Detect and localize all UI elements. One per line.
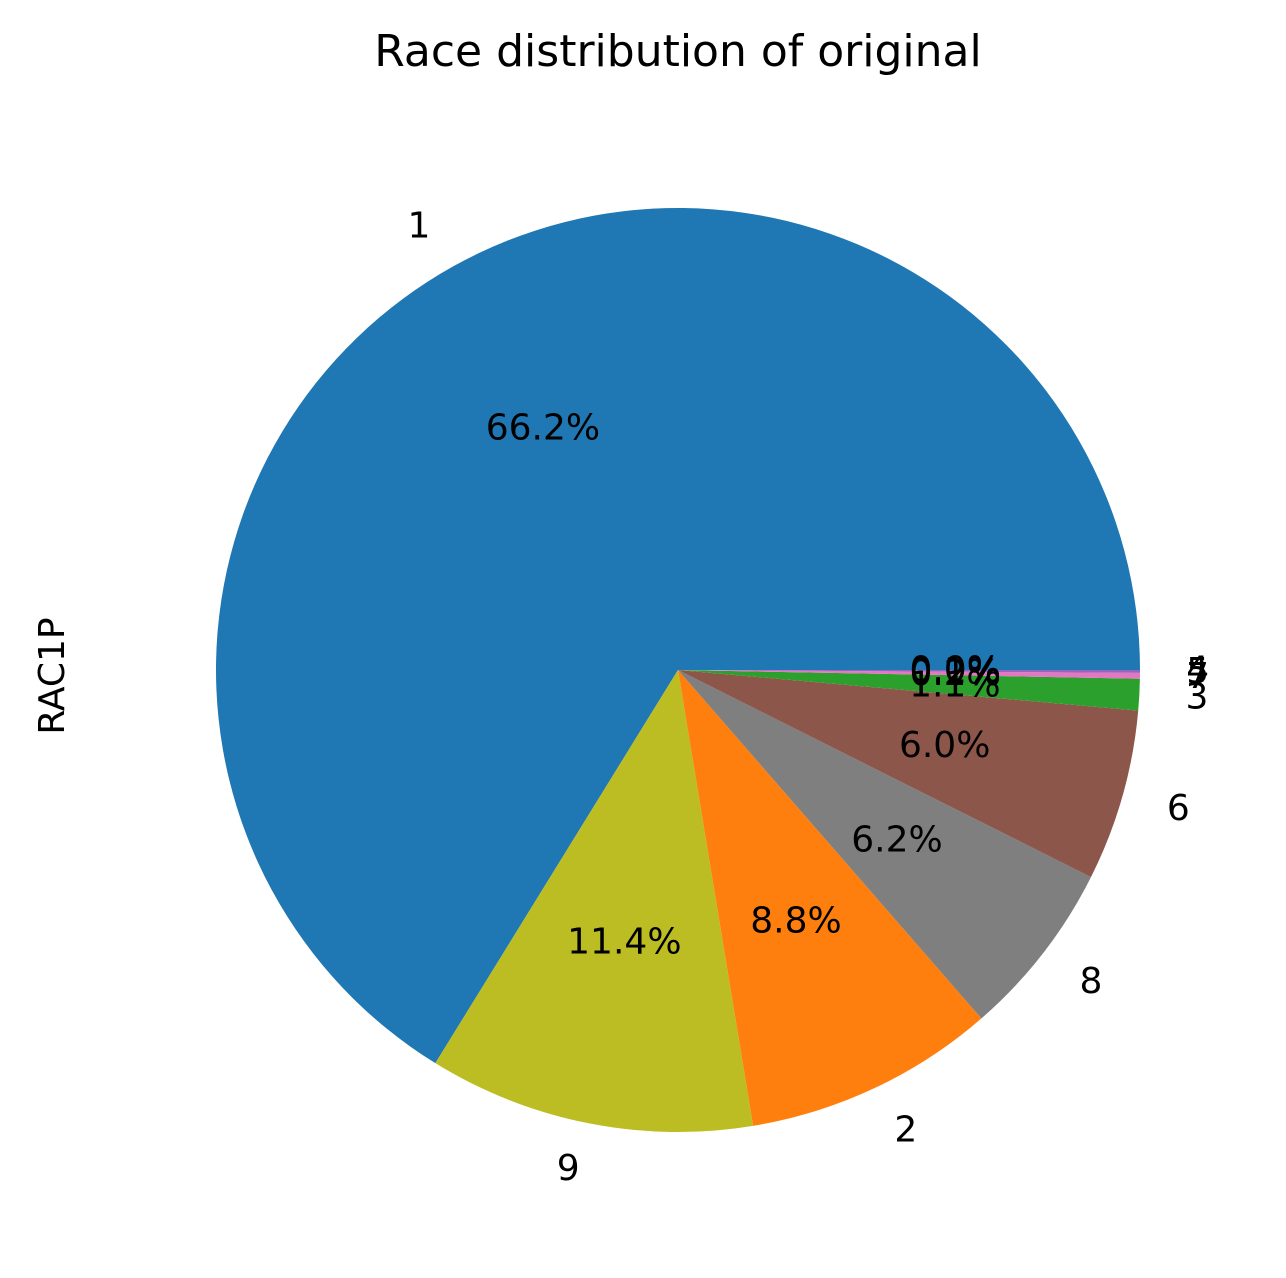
category-label-8: 8 [1080, 961, 1103, 1002]
percentage-label-5: 0.1% [909, 650, 1000, 691]
category-label-1: 1 [407, 206, 430, 247]
y-axis-label: RAC1P [32, 617, 73, 734]
pie-slice-5 [678, 670, 1140, 673]
category-label-4: 4 [1186, 650, 1209, 691]
category-label-2: 2 [894, 1109, 917, 1150]
pie-slice-8 [678, 670, 1091, 1019]
percentage-label-4: 0.0% [909, 650, 1000, 691]
category-label-5: 5 [1186, 651, 1209, 692]
pie-slice-2 [678, 670, 982, 1126]
category-label-9: 9 [557, 1148, 580, 1189]
pie-slice-7 [678, 670, 1140, 679]
percentage-label-9: 11.4% [567, 921, 681, 962]
percentage-label-7: 0.2% [909, 653, 1000, 694]
pie-slice-1 [216, 207, 1140, 1064]
chart-title: Race distribution of original [374, 26, 981, 77]
percentage-label-8: 6.2% [851, 819, 942, 860]
percentage-labels: 66.2% 11.4% 8.8%6.2% 6.0% 1.1%0.2%0.1%0.0% [486, 407, 1001, 962]
pie-slice-9 [435, 670, 754, 1132]
percentage-label-2: 8.8% [750, 900, 841, 941]
pie-slice-6 [678, 670, 1139, 878]
category-label-6: 6 [1167, 788, 1190, 829]
category-label-7: 7 [1186, 656, 1209, 697]
pie-slice-3 [678, 670, 1140, 711]
pie-slices [216, 207, 1140, 1132]
category-label-3: 3 [1185, 677, 1208, 718]
percentage-label-6: 6.0% [899, 725, 990, 766]
percentage-label-3: 1.1% [909, 664, 1000, 705]
percentage-label-1: 66.2% [486, 407, 600, 448]
